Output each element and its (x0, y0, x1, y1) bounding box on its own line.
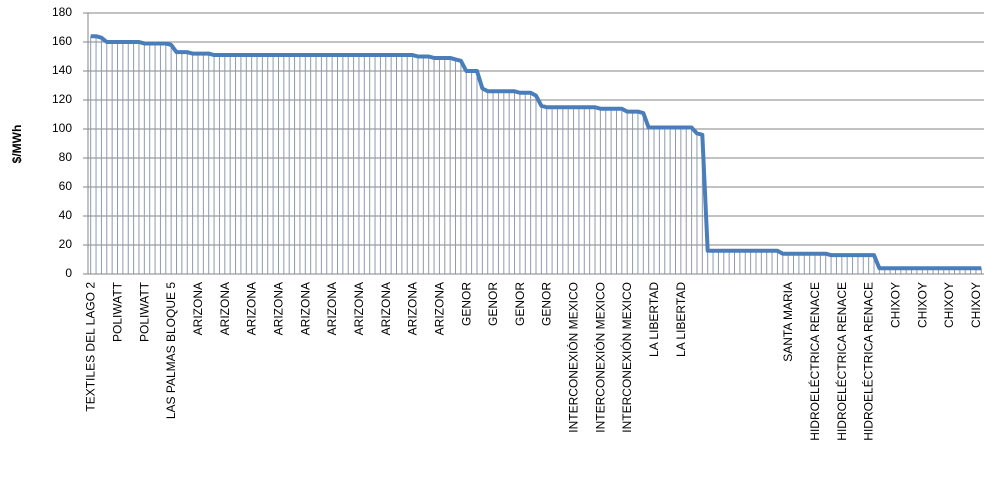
x-tick-label: ARIZONA (218, 282, 232, 335)
x-tick-label: ARIZONA (379, 282, 393, 335)
y-tick-label: 80 (59, 150, 73, 164)
x-tick-label: LA LIBERTAD (674, 282, 688, 357)
x-tick-label: CHIXOY (888, 282, 902, 328)
y-tick-label: 100 (52, 121, 72, 135)
y-tick-label: 160 (52, 34, 72, 48)
x-tick-label: ARIZONA (271, 282, 285, 335)
line-series (90, 34, 982, 271)
x-tick-label: ARIZONA (298, 282, 312, 335)
x-tick-label: TEXTILES DEL LAGO 2 (84, 282, 98, 412)
x-tick-label: LAS PALMAS BLOQUE 5 (164, 282, 178, 419)
x-tick-label: GENOR (513, 282, 527, 326)
x-tick-label: ARIZONA (406, 282, 420, 335)
x-tick-label: ARIZONA (325, 282, 339, 335)
y-tick-label: 0 (65, 266, 72, 280)
x-tick-label: GENOR (540, 282, 554, 326)
y-tick-label: 20 (59, 237, 73, 251)
x-tick-label: GENOR (459, 282, 473, 326)
x-tick-label: LA LIBERTAD (647, 282, 661, 357)
x-tick-label: POLIWATT (137, 281, 151, 342)
y-tick-label: 40 (59, 208, 73, 222)
y-tick-label: 180 (52, 5, 72, 19)
x-tick-label: GENOR (486, 282, 500, 326)
x-tick-label: ARIZONA (352, 282, 366, 335)
x-tick-label: POLIWATT (111, 281, 125, 342)
x-tick-label: CHIXOY (942, 282, 956, 328)
x-tick-label: SANTA MARIA (781, 282, 795, 362)
y-tick-label: 140 (52, 63, 72, 77)
x-tick-label: INTERCONEXIÓN MEXICO (592, 282, 607, 433)
y-tick-label: 120 (52, 92, 72, 106)
x-tick-label: CHIXOY (915, 282, 929, 328)
x-tick-label: ARIZONA (191, 282, 205, 335)
x-tick-label: HIDROELÉCTRICA RENACE (861, 282, 876, 441)
x-tick-label: ARIZONA (432, 282, 446, 335)
x-tick-label: CHIXOY (969, 282, 983, 328)
x-tick-label: HIDROELÉCTRICA RENACE (834, 282, 849, 441)
x-tick-label: ARIZONA (245, 282, 259, 335)
x-tick-label: INTERCONEXIÓN MEXICO (619, 282, 634, 433)
x-tick-label: HIDROELÉCTRICA RENACE (807, 282, 822, 441)
y-axis-title: $/MWh (10, 125, 24, 164)
x-tick-label: INTERCONEXIÓN MEXICO (566, 282, 581, 433)
y-tick-label: 60 (59, 179, 73, 193)
